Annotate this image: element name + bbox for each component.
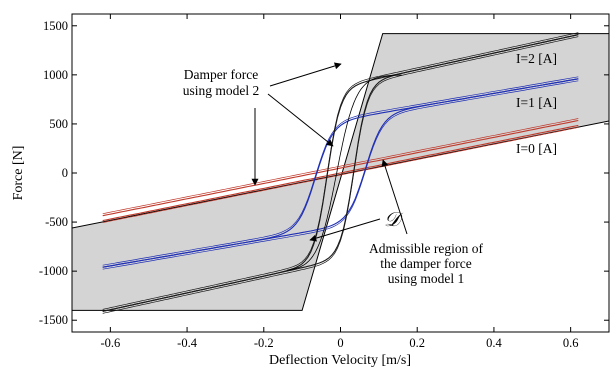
label-i2: I=2 [A] xyxy=(516,51,557,66)
arrow-model2-to-i2 xyxy=(269,62,342,87)
x-tick-label: 0.6 xyxy=(563,336,579,350)
region-symbol: 𝒟 xyxy=(384,209,404,231)
model1-annotation-line3: using model 1 xyxy=(388,271,465,286)
admissible-region xyxy=(72,33,609,311)
y-tick-label: 0 xyxy=(62,166,68,180)
model2-annotation-line2: using model 2 xyxy=(183,83,260,98)
y-tick-label: -1000 xyxy=(39,264,68,278)
series-layer xyxy=(102,32,579,314)
x-tick-label: -0.6 xyxy=(100,336,120,350)
model1-annotation-line2: the damper force xyxy=(380,256,471,271)
label-i0: I=0 [A] xyxy=(516,141,557,156)
series-line-i-0-a--upper xyxy=(102,119,579,217)
series-line-i-2-a--upper-trace xyxy=(102,32,579,310)
series-line-i-0-a--upper-trace xyxy=(102,118,579,215)
x-tick-label: 0 xyxy=(337,336,343,350)
series-line-i-2-a--lower-trace xyxy=(102,36,579,314)
series-line-i-1-a--lower-trace xyxy=(102,80,579,270)
series-line-i-2-a--upper xyxy=(102,34,579,312)
model2-envelope-curve xyxy=(286,74,402,271)
model2-annotation-line1: Damper force xyxy=(184,67,259,82)
arrow-to-region-i1 xyxy=(381,159,408,235)
model1-annotation-line1: Admissible region of xyxy=(369,241,483,256)
annotations: I=2 [A] I=1 [A] I=0 [A] Damper force usi… xyxy=(183,51,557,286)
x-tick-label: -0.4 xyxy=(177,336,198,350)
y-tick-label: 1500 xyxy=(43,19,68,33)
series-line-i-1-a--upper-trace xyxy=(102,76,579,266)
x-tick-label: 0.2 xyxy=(409,336,425,350)
y-axis-ticks: -1500 -1000 -500 0 500 1000 1500 xyxy=(39,19,609,327)
y-tick-label: 1000 xyxy=(43,68,68,82)
x-tick-label: 0.4 xyxy=(486,336,502,350)
plot-area xyxy=(72,32,609,314)
series-line-i-0-a--lower xyxy=(102,124,579,222)
series-line-i-1-a--upper xyxy=(102,78,579,268)
label-i1: I=1 [A] xyxy=(516,95,557,110)
arrow-symbol-to-model1 xyxy=(309,218,381,242)
x-tick-label: -0.2 xyxy=(254,336,274,350)
y-tick-label: 500 xyxy=(49,117,68,131)
y-axis-label: Force [N] xyxy=(11,146,26,201)
series-line-i-0-a--lower-trace xyxy=(102,127,579,223)
y-tick-label: -500 xyxy=(45,215,68,229)
x-axis-label: Deflection Velocity [m/s] xyxy=(269,353,411,368)
arrow-model2-to-i1 xyxy=(267,93,334,147)
x-axis-ticks: -0.6 -0.4 -0.2 0 0.2 0.4 0.6 xyxy=(100,14,578,350)
y-tick-label: -1500 xyxy=(39,313,68,327)
